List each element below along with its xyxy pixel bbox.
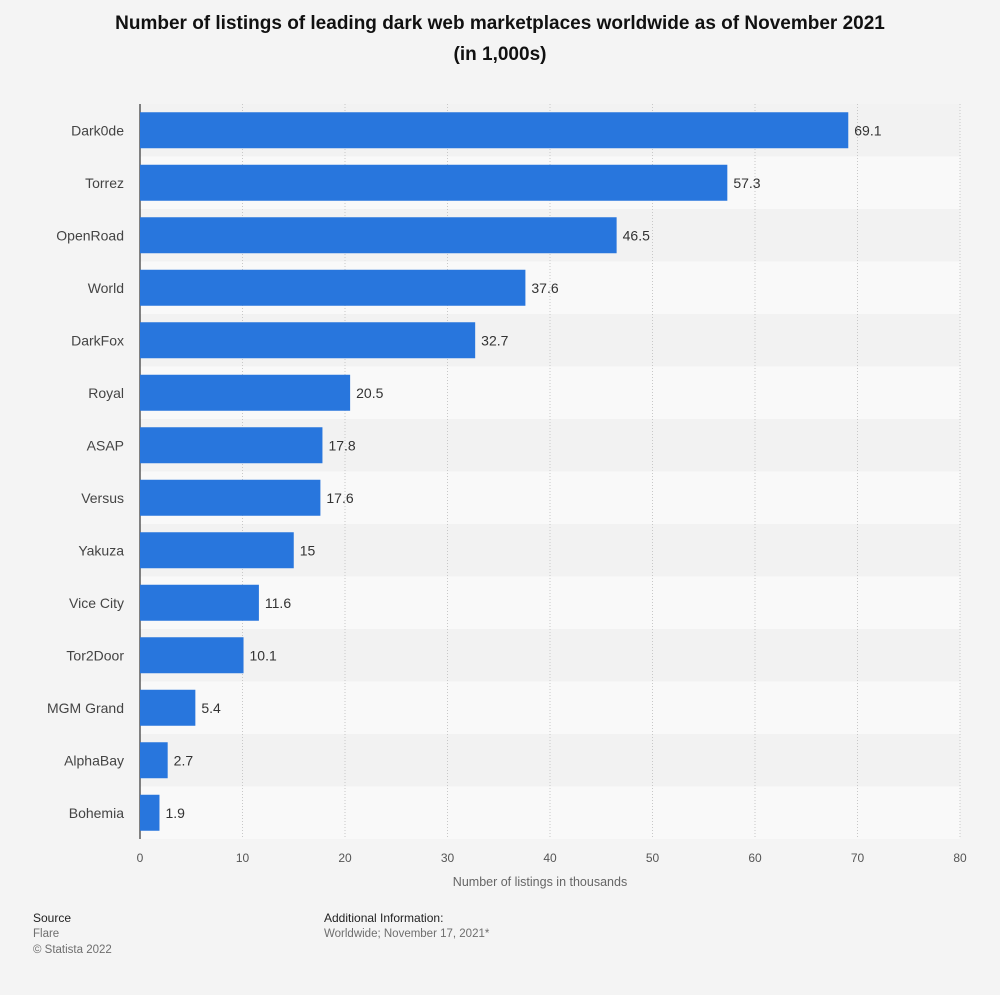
x-tick-label: 60 <box>748 851 762 865</box>
bar-0 <box>140 112 849 149</box>
category-label: Versus <box>81 490 124 506</box>
row-band <box>140 734 960 787</box>
category-label: ASAP <box>87 437 124 453</box>
x-axis-title: Number of listings in thousands <box>453 875 627 889</box>
value-label: 69.1 <box>854 122 881 138</box>
x-tick-label: 50 <box>646 851 660 865</box>
bar-11 <box>140 689 196 726</box>
info-text: Worldwide; November 17, 2021* <box>324 928 490 940</box>
bar-3 <box>140 269 526 306</box>
bar-9 <box>140 584 259 621</box>
additional-info-block: Additional Information: Worldwide; Novem… <box>324 910 489 942</box>
value-label: 17.6 <box>326 490 353 506</box>
category-label: Dark0de <box>71 122 124 138</box>
value-label: 11.6 <box>265 595 291 611</box>
category-label: World <box>88 280 124 296</box>
value-label: 37.6 <box>531 280 558 296</box>
bar-6 <box>140 427 323 464</box>
category-label: Vice City <box>69 595 124 611</box>
value-label: 2.7 <box>174 752 194 768</box>
bar-8 <box>140 532 294 569</box>
x-tick-label: 20 <box>338 851 352 865</box>
value-label: 5.4 <box>201 700 221 716</box>
value-label: 15 <box>300 542 316 558</box>
category-label: Tor2Door <box>66 647 124 663</box>
info-title: Additional Information: <box>324 911 444 925</box>
value-label: 1.9 <box>165 805 185 821</box>
value-label: 46.5 <box>623 227 650 243</box>
value-label: 10.1 <box>250 647 277 663</box>
bar-10 <box>140 637 244 674</box>
row-band <box>140 629 960 682</box>
bar-4 <box>140 322 476 359</box>
x-tick-label: 10 <box>236 851 250 865</box>
x-tick-label: 30 <box>441 851 455 865</box>
x-tick-label: 0 <box>137 851 144 865</box>
value-label: 17.8 <box>328 437 355 453</box>
category-label: Bohemia <box>69 805 124 821</box>
bar-2 <box>140 217 617 254</box>
chart-title-line1: Number of listings of leading dark web m… <box>115 13 885 34</box>
source-name: Flare <box>33 928 60 940</box>
bar-1 <box>140 164 728 201</box>
category-label: DarkFox <box>71 332 124 348</box>
category-label: Yakuza <box>78 542 124 558</box>
category-label: OpenRoad <box>56 227 124 243</box>
value-label: 57.3 <box>733 175 760 191</box>
value-label: 20.5 <box>356 385 383 401</box>
x-tick-label: 40 <box>543 851 557 865</box>
category-label: AlphaBay <box>64 752 124 768</box>
category-label: Royal <box>88 385 124 401</box>
category-label: Torrez <box>85 175 124 191</box>
bar-chart: Dark0de 69.1 Torrez 57.3 OpenRoad 46.5 World 37… <box>47 104 967 889</box>
bar-13 <box>140 794 160 831</box>
bar-5 <box>140 374 351 411</box>
source-title: Source <box>33 911 72 925</box>
source-block: Source Flare © Statista 2022 <box>33 910 112 958</box>
bar-12 <box>140 742 168 779</box>
value-label: 32.7 <box>481 332 508 348</box>
x-tick-label: 70 <box>851 851 865 865</box>
copyright: © Statista 2022 <box>33 944 112 956</box>
chart-title: Number of listings of leading dark web m… <box>60 8 940 70</box>
x-tick-label: 80 <box>953 851 967 865</box>
bar-7 <box>140 479 321 516</box>
category-label: MGM Grand <box>47 700 124 716</box>
chart-title-line2: (in 1,000s) <box>453 44 547 65</box>
